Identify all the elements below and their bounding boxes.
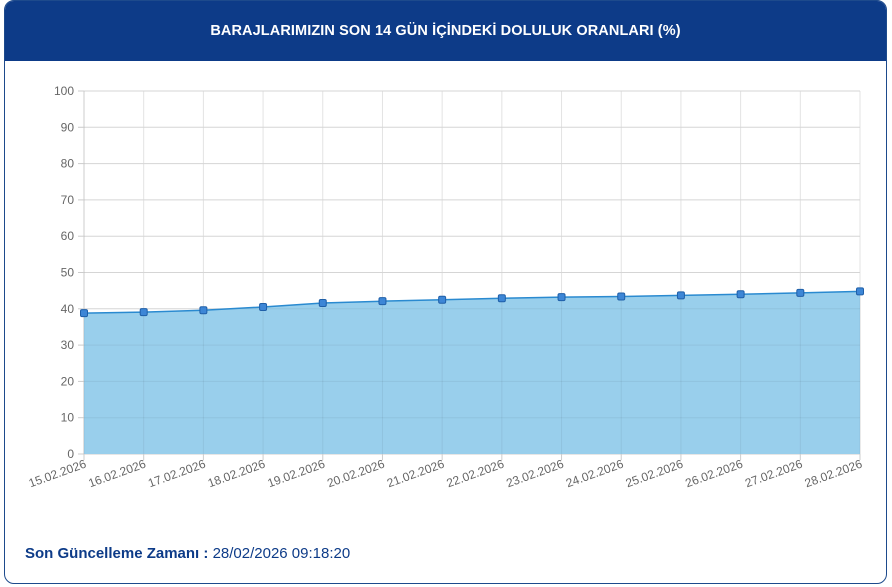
x-tick-label: 17.02.2026 [146,457,208,491]
x-tick-label: 27.02.2026 [743,457,805,491]
data-point [259,302,268,311]
y-tick-label: 50 [61,266,75,280]
data-point [80,309,88,318]
series-area [84,291,860,454]
x-tick-label: 22.02.2026 [445,457,507,491]
data-point [378,297,387,306]
data-point [557,293,566,302]
chart-card: BARAJLARIMIZIN SON 14 GÜN İÇİNDEKİ DOLUL… [4,0,887,584]
y-tick-label: 40 [61,302,75,316]
data-point [856,287,864,296]
x-tick-label: 24.02.2026 [564,457,626,491]
y-tick-label: 60 [61,229,75,243]
x-tick-label: 26.02.2026 [683,457,745,491]
points-layer [80,287,864,318]
x-tick-label: 28.02.2026 [803,457,865,491]
y-tick-label: 100 [54,84,74,98]
x-tick-label: 18.02.2026 [206,457,268,491]
x-tick-label: 23.02.2026 [504,457,566,491]
y-tick-label: 20 [61,374,75,388]
y-tick-label: 90 [61,120,75,134]
y-tick-label: 70 [61,193,75,207]
data-point [617,292,626,301]
data-point [438,295,447,304]
y-tick-label: 10 [61,411,75,425]
data-point [736,290,745,299]
area-layer [83,90,861,454]
y-tick-label: 30 [61,338,75,352]
data-point [139,308,148,317]
last-updated-label: Son Güncelleme Zamanı : [25,545,209,562]
data-point [318,298,327,307]
y-tick-label: 0 [67,447,74,461]
data-point [497,294,506,303]
data-point [796,288,805,297]
x-tick-label: 21.02.2026 [385,457,447,491]
chart-title: BARAJLARIMIZIN SON 14 GÜN İÇİNDEKİ DOLUL… [5,1,886,61]
x-tick-label: 16.02.2026 [86,457,148,491]
last-updated-value: 28/02/2026 09:18:20 [212,545,351,562]
dam-fill-chart: 0 10 20 30 40 50 60 70 80 90 100 15.02.202616.02.20… [27,84,865,491]
x-tick-label: 19.02.2026 [266,457,328,491]
series-line [83,290,861,314]
last-updated: Son Güncelleme Zamanı : 28/02/2026 09:18… [25,545,350,562]
y-tick-label: 80 [61,157,75,171]
x-tick-label: 25.02.2026 [624,457,686,491]
x-tick-label: 15.02.2026 [27,457,89,491]
chart-area: 0 10 20 30 40 50 60 70 80 90 100 15.02.2026 16.02.20… [5,61,886,521]
x-tick-label: 20.02.2026 [325,457,387,491]
data-point [676,291,685,300]
data-point [199,306,208,315]
